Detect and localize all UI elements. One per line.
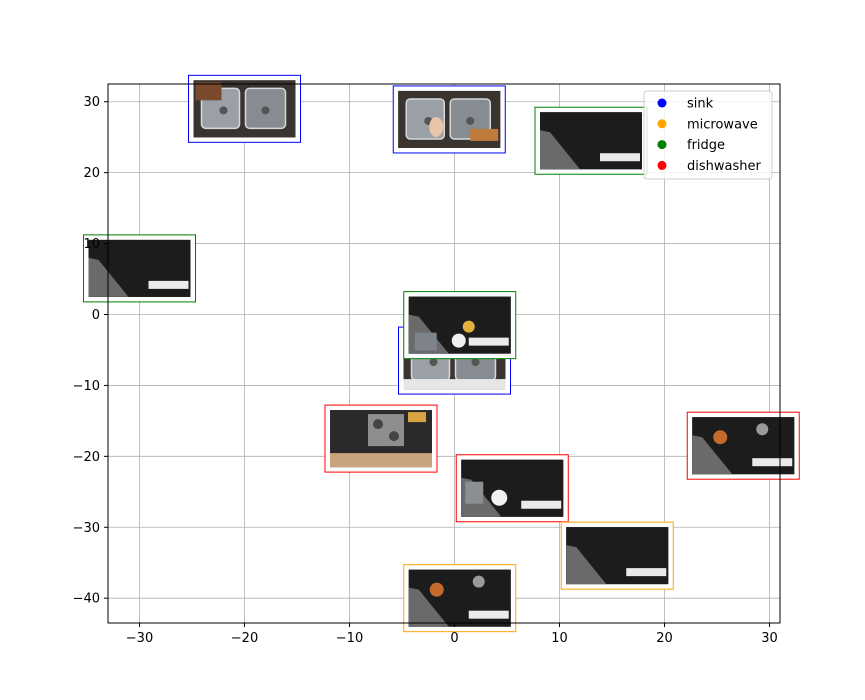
scene-cabinet: [566, 545, 607, 585]
y-tick-label: −10: [73, 379, 100, 394]
scene-burner: [373, 419, 383, 430]
scene-counter-edge: [403, 379, 506, 390]
thumbnail-fridge: [83, 234, 196, 303]
x-tick-label: 0: [450, 631, 458, 646]
scene-drain: [471, 358, 480, 367]
thumbnail-dishwasher: [455, 454, 569, 523]
plot-frame: [107, 83, 781, 624]
scene-drain: [219, 106, 228, 115]
scene-pan: [472, 575, 485, 588]
thumbnail-sink: [188, 74, 301, 143]
scene-floor: [330, 453, 432, 468]
scene-cup: [451, 333, 466, 348]
thumbnail-sink: [398, 326, 511, 395]
scene-appliance: [626, 568, 667, 577]
scene-drain: [466, 116, 475, 125]
scene-cabinet: [408, 587, 449, 627]
y-tick-label: −20: [73, 450, 100, 465]
axis-ticks: −30 −20 −10 0 10 20 30 −40 −30 −20 −10 0 10 20 30: [73, 95, 778, 646]
scene-pan: [756, 423, 769, 436]
legend-box: [643, 90, 773, 180]
legend-label-microwave: microwave: [687, 117, 758, 132]
thumbnail-sink: [392, 85, 506, 154]
thumbnail-microwave: [403, 564, 517, 633]
scene-appliance: [600, 153, 640, 162]
x-tick-label: −20: [231, 631, 258, 646]
scene-board: [470, 128, 499, 141]
scene-sink-corner: [414, 332, 437, 351]
y-tick-label: −30: [73, 521, 100, 536]
legend-marker-dishwasher: [657, 160, 667, 170]
x-tick-label: 10: [551, 631, 568, 646]
scene-burner: [389, 431, 399, 442]
x-tick-label: −30: [126, 631, 153, 646]
legend-label-sink: sink: [687, 97, 714, 112]
legend-label-dishwasher: dishwasher: [687, 159, 761, 174]
scene-food: [408, 412, 426, 423]
legend-label-fridge: fridge: [687, 138, 725, 153]
scene-cabinet: [540, 130, 580, 170]
thumbnail-dishwasher: [686, 411, 800, 480]
legend-marker-microwave: [657, 119, 667, 129]
scene-drain: [429, 358, 438, 367]
scene-cabinet: [692, 435, 733, 475]
thumbnail-microwave: [560, 521, 674, 590]
scene-appliance: [148, 280, 189, 289]
image-thumbnails: [83, 74, 800, 633]
legend: sink microwave fridge dishwasher: [643, 90, 773, 180]
legend-marker-sink: [657, 98, 667, 108]
scene-pot: [465, 481, 484, 504]
scene-board: [195, 82, 222, 101]
y-tick-label: 0: [92, 308, 100, 323]
x-tick-label: 30: [761, 631, 778, 646]
scene-appliance: [468, 610, 509, 619]
thumbnail-dishwasher: [324, 404, 438, 473]
y-tick-label: 30: [83, 95, 100, 110]
scene-food: [462, 320, 475, 333]
y-tick-label: 10: [83, 237, 100, 252]
thumbnail-fridge: [534, 106, 648, 175]
scene-drain: [261, 106, 270, 115]
scene-hob: [368, 414, 404, 447]
x-tick-label: 20: [656, 631, 673, 646]
scene-appliance: [521, 500, 562, 509]
scene-bowl: [713, 430, 728, 445]
scene-glass: [491, 489, 508, 506]
scene-hand: [429, 116, 444, 137]
y-tick-label: 20: [83, 166, 100, 181]
y-tick-label: −40: [73, 592, 100, 607]
legend-marker-fridge: [657, 140, 667, 150]
x-tick-label: −10: [336, 631, 363, 646]
scene-appliance: [752, 458, 793, 467]
scene-appliance: [468, 337, 509, 346]
thumbnail-fridge: [403, 291, 517, 360]
scene-bowl: [429, 582, 444, 597]
